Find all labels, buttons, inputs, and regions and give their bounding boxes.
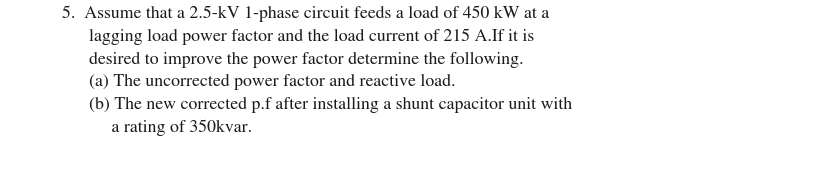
Text: 5.  Assume that a 2.5-kV 1-phase circuit feeds a load of 450 kW at a
      laggi: 5. Assume that a 2.5-kV 1-phase circuit …: [62, 5, 571, 136]
